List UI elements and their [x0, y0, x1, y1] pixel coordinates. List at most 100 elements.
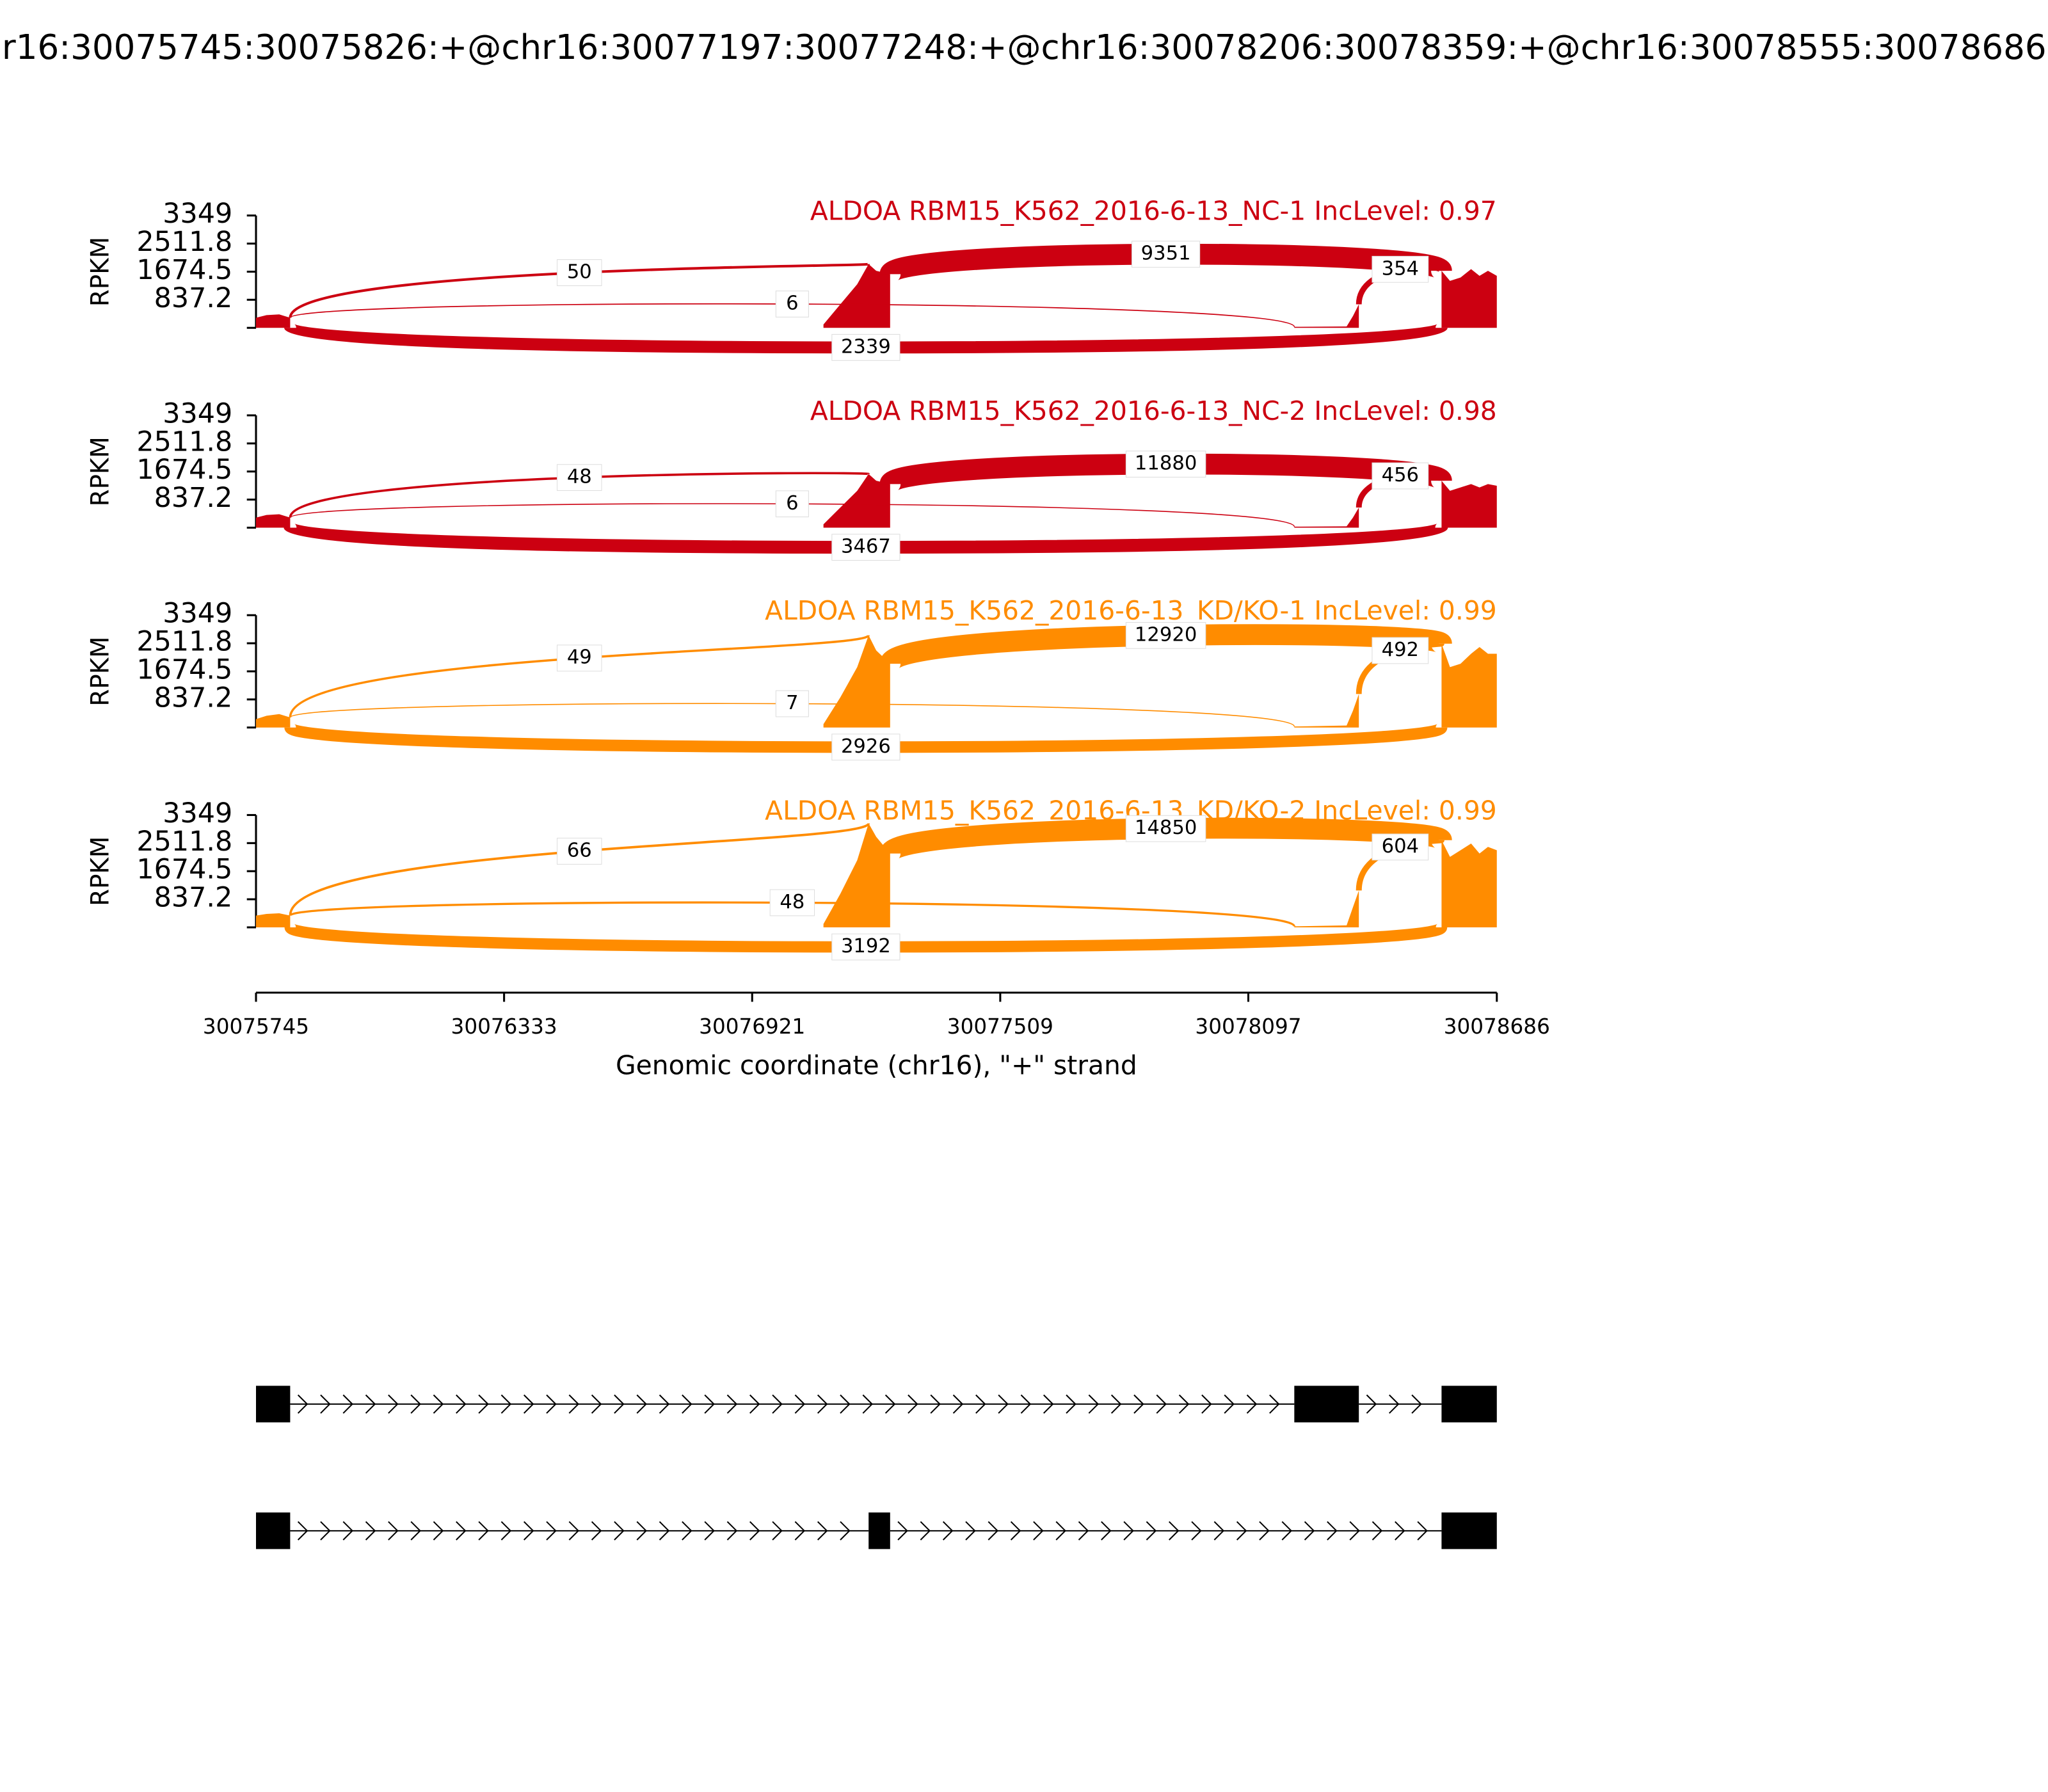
junction-label: 2926 [841, 735, 891, 758]
junction-label: 456 [1382, 464, 1419, 486]
coverage-area [256, 264, 1497, 328]
junction-label-box [775, 490, 809, 518]
strand-chevron [523, 1521, 534, 1540]
junction-label: 12920 [1135, 623, 1197, 646]
strand-chevron [1236, 1521, 1247, 1540]
junction-label-box [557, 838, 602, 865]
strand-chevron [1366, 1394, 1377, 1414]
strand-chevron [908, 1394, 918, 1414]
panel-title: ALDOA RBM15_K562_2016-6-13_NC-1 IncLevel… [810, 196, 1497, 227]
strand-chevron [1055, 1521, 1066, 1540]
strand-chevron [817, 1521, 828, 1540]
strand-chevron [546, 1521, 557, 1540]
junction-label-box [557, 464, 602, 492]
junction-label: 3192 [841, 935, 891, 957]
y-tick-label: 3349 [163, 397, 232, 429]
junction-label: 11880 [1135, 452, 1197, 475]
strand-chevron [388, 1521, 399, 1540]
strand-chevron [975, 1394, 986, 1414]
y-tick-label: 837.2 [154, 482, 233, 514]
strand-chevron [1078, 1521, 1089, 1540]
strand-chevron [884, 1394, 896, 1414]
strand-chevron [1033, 1521, 1044, 1540]
strand-chevron [772, 1521, 783, 1540]
strand-chevron [1417, 1521, 1428, 1540]
strand-chevron [1389, 1394, 1400, 1414]
junction-label-box [831, 534, 900, 561]
strand-chevron [1169, 1521, 1180, 1540]
strand-chevron [749, 1394, 760, 1414]
strand-chevron [1043, 1394, 1054, 1414]
strand-chevron [1088, 1394, 1100, 1414]
y-axis-label: RPKM [86, 237, 115, 307]
panel-title: ALDOA RBM15_K562_2016-6-13_KD/KO-1 IncLe… [765, 595, 1497, 626]
strand-chevron [1178, 1394, 1190, 1414]
strand-chevron [433, 1521, 444, 1540]
exon [256, 1386, 291, 1423]
x-tick-label: 30078686 [1444, 1014, 1550, 1039]
strand-chevron [410, 1394, 421, 1414]
strand-chevron [546, 1394, 557, 1414]
strand-chevron [410, 1521, 421, 1540]
strand-chevron [988, 1521, 999, 1540]
strand-chevron [1349, 1521, 1360, 1540]
strand-chevron [433, 1394, 444, 1414]
x-tick-label: 30075745 [203, 1014, 309, 1039]
strand-chevron [682, 1394, 692, 1414]
junction-label-box [1125, 815, 1206, 842]
strand-chevron [1020, 1394, 1032, 1414]
x-tick-label: 30076921 [699, 1014, 805, 1039]
strand-chevron [478, 1394, 489, 1414]
junction-label: 50 [567, 261, 592, 284]
strand-chevron [591, 1394, 602, 1414]
strand-chevron [500, 1521, 512, 1540]
strand-chevron [952, 1394, 964, 1414]
strand-chevron [794, 1521, 806, 1540]
strand-chevron [456, 1394, 467, 1414]
y-tick-label: 2511.8 [136, 426, 232, 458]
strand-chevron [614, 1521, 625, 1540]
strand-chevron [365, 1394, 376, 1414]
junction-label: 49 [567, 646, 592, 669]
exon [1441, 1386, 1497, 1423]
coverage-area [256, 823, 1497, 927]
strand-chevron [942, 1521, 954, 1540]
strand-chevron [840, 1521, 851, 1540]
junction-label: 66 [567, 840, 592, 862]
junction-label-box [1125, 621, 1206, 649]
strand-chevron [636, 1394, 647, 1414]
junction-label: 7 [786, 692, 798, 714]
junction-label-box [831, 933, 900, 961]
y-tick-label: 2511.8 [136, 626, 232, 658]
junction-label: 354 [1382, 257, 1419, 280]
strand-chevron [704, 1394, 715, 1414]
exon [1441, 1512, 1497, 1549]
junction-label-box [775, 291, 809, 317]
strand-chevron [1304, 1521, 1315, 1540]
y-tick-label: 1674.5 [136, 854, 232, 886]
y-tick-label: 3349 [163, 598, 232, 630]
strand-chevron [749, 1521, 760, 1540]
exon [1294, 1386, 1359, 1423]
strand-chevron [1246, 1394, 1258, 1414]
strand-chevron [682, 1521, 692, 1540]
y-axis-label: RPKM [86, 436, 115, 506]
junction-label: 48 [780, 891, 804, 913]
strand-chevron [591, 1521, 602, 1540]
junction-label-box [831, 333, 900, 361]
strand-chevron [704, 1521, 715, 1540]
strand-chevron [794, 1394, 806, 1414]
exon [868, 1512, 890, 1549]
junction-label-box [1372, 833, 1429, 861]
strand-chevron [1156, 1394, 1167, 1414]
junction-label-box [831, 733, 900, 761]
junction-label-box [1372, 255, 1429, 283]
strand-chevron [897, 1521, 908, 1540]
junction-label-box [1372, 637, 1429, 664]
strand-chevron [1281, 1521, 1292, 1540]
x-tick-label: 30078097 [1195, 1014, 1301, 1039]
strand-chevron [772, 1394, 783, 1414]
strand-chevron [320, 1394, 331, 1414]
junction-label: 6 [786, 492, 798, 515]
